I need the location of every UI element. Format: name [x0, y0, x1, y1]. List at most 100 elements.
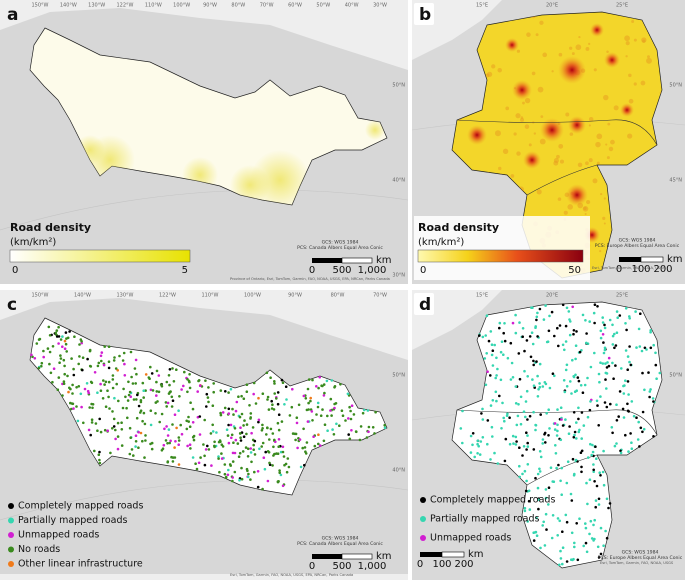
- density-speck: [557, 197, 562, 201]
- sample-point: [103, 428, 107, 432]
- sample-point: [113, 396, 116, 400]
- sample-point: [602, 544, 605, 547]
- crs-label: GCS: WGS 1984: [622, 550, 659, 556]
- sample-point: [258, 447, 261, 451]
- sample-point: [120, 428, 124, 431]
- sample-point: [80, 405, 83, 409]
- sample-point: [604, 362, 607, 365]
- sample-point: [213, 444, 216, 448]
- scale-bar: [640, 256, 664, 263]
- sample-point: [252, 392, 255, 396]
- legend-marker: [420, 497, 426, 503]
- sample-point: [106, 389, 109, 392]
- sample-point: [127, 380, 130, 384]
- sample-point: [72, 367, 75, 371]
- sample-point: [572, 474, 576, 477]
- sample-point: [545, 412, 548, 415]
- sample-point: [539, 455, 543, 459]
- sample-point: [654, 351, 657, 355]
- sample-point: [598, 380, 601, 384]
- sample-point: [316, 405, 320, 409]
- sample-point: [480, 412, 483, 415]
- sample-point: [605, 536, 609, 540]
- sample-point: [232, 441, 235, 444]
- sample-point: [180, 388, 183, 391]
- sample-point: [306, 387, 310, 391]
- sample-point: [311, 419, 314, 422]
- sample-point: [595, 399, 599, 403]
- sample-point: [590, 537, 594, 540]
- sample-point: [243, 419, 246, 422]
- sample-point: [579, 451, 583, 454]
- sample-point: [102, 379, 105, 382]
- density-speck: [588, 124, 591, 127]
- sample-point: [537, 388, 540, 391]
- sample-point: [544, 496, 548, 500]
- sample-point: [500, 340, 504, 343]
- sample-point: [220, 457, 224, 460]
- sample-point: [641, 371, 644, 375]
- sample-point: [613, 346, 616, 350]
- sample-point: [48, 362, 51, 366]
- legend-label: No roads: [18, 544, 60, 555]
- sample-point: [557, 344, 560, 348]
- sample-point: [77, 362, 80, 366]
- sample-point: [195, 467, 199, 471]
- sample-point: [515, 423, 519, 427]
- sample-point: [485, 352, 488, 355]
- sample-point: [338, 424, 341, 427]
- sample-point: [574, 344, 578, 347]
- sample-point: [649, 330, 652, 334]
- sample-point: [189, 447, 192, 450]
- sample-point: [524, 489, 528, 493]
- sample-point: [511, 434, 515, 438]
- sample-point: [641, 410, 645, 414]
- sample-point: [319, 414, 323, 417]
- sample-point: [239, 439, 243, 442]
- sample-point: [577, 417, 580, 421]
- sample-point: [541, 438, 545, 441]
- sample-point: [59, 354, 62, 357]
- sample-point: [296, 446, 299, 450]
- sample-point: [606, 361, 609, 364]
- sample-point: [55, 329, 59, 332]
- sample-point: [642, 427, 646, 431]
- scale-label: 1,000: [358, 561, 387, 572]
- sample-point: [580, 437, 583, 440]
- sample-point: [88, 348, 92, 352]
- sample-point: [349, 409, 352, 413]
- sample-point: [476, 442, 479, 446]
- sample-point: [71, 392, 74, 395]
- sample-point: [561, 343, 565, 347]
- sample-point: [491, 435, 494, 438]
- sample-point: [51, 380, 54, 384]
- sample-point: [626, 402, 629, 406]
- sample-point: [567, 432, 571, 435]
- density-speck: [588, 158, 593, 163]
- sample-point: [135, 416, 139, 420]
- sample-point: [648, 390, 652, 393]
- sample-point: [607, 364, 611, 368]
- sample-point: [490, 353, 494, 357]
- sample-point: [359, 425, 363, 428]
- sample-point: [618, 390, 622, 393]
- sample-point: [624, 322, 627, 325]
- sample-point: [588, 320, 591, 323]
- sample-point: [107, 366, 111, 370]
- sample-point: [597, 372, 601, 376]
- sample-point: [304, 450, 307, 453]
- sample-point: [47, 325, 51, 329]
- sample-point: [591, 443, 594, 447]
- sample-point: [165, 425, 168, 428]
- sample-point: [286, 457, 290, 460]
- sample-point: [303, 463, 306, 467]
- sample-point: [204, 448, 208, 451]
- sample-point: [489, 458, 492, 461]
- sample-point: [329, 409, 332, 412]
- scale-bar: [312, 554, 342, 559]
- sample-point: [125, 406, 128, 410]
- sample-point: [592, 470, 595, 473]
- sample-point: [539, 546, 542, 550]
- sample-point: [273, 380, 276, 383]
- sample-point: [320, 384, 323, 387]
